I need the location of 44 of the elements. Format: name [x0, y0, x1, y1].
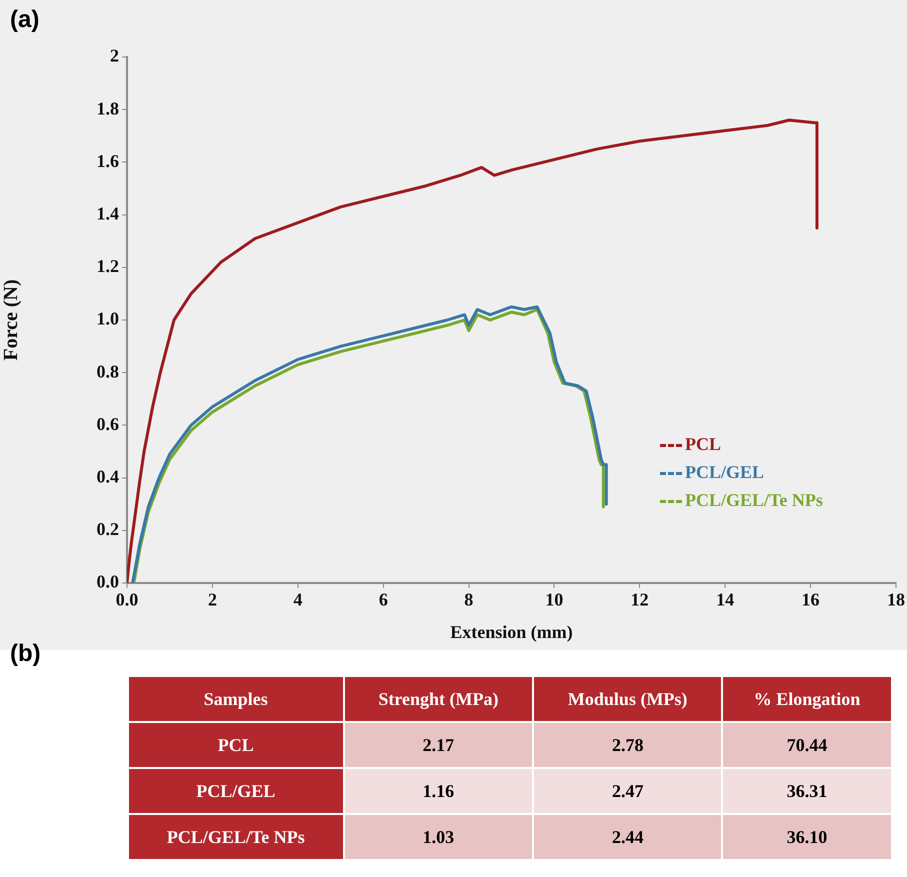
- text: (b): [10, 640, 41, 668]
- text: 2.44: [612, 826, 644, 846]
- y-tick-label: 1.0: [96, 308, 119, 329]
- x-tick-label: 12: [630, 589, 649, 610]
- x-tick-label: 10: [545, 589, 564, 610]
- text: 36.10: [786, 826, 828, 846]
- category-label: PCL: [218, 734, 254, 754]
- x-axis-title: Extension (mm): [450, 622, 573, 642]
- y-tick-label: 1.2: [96, 256, 119, 276]
- legend-label: PCL/GEL/Te NPs: [685, 490, 823, 510]
- y-tick-label: 1.6: [96, 150, 119, 171]
- x-tick-label: 8: [464, 589, 474, 610]
- x-tick-label: 0.0: [116, 589, 138, 610]
- y-tick-label: 0.0: [96, 572, 119, 592]
- category-label: Modulus (MPs): [533, 676, 722, 722]
- y-axis-title: Force (N): [0, 279, 22, 361]
- text: 36.31: [786, 780, 828, 800]
- y-tick-label: 0.4: [96, 466, 119, 486]
- legend-label: PCL/GEL: [685, 462, 764, 482]
- x-tick-label: 14: [716, 589, 734, 610]
- category-label: PCL/GEL/Te NPs: [166, 826, 305, 846]
- legend-label: PCL: [685, 434, 721, 454]
- x-tick-label: 4: [293, 589, 302, 610]
- y-tick-label: 0.2: [96, 519, 119, 540]
- y-tick-label: 1.8: [96, 98, 119, 118]
- y-tick-label: 0.8: [96, 361, 119, 382]
- category-label: Strenght (MPa): [344, 676, 534, 722]
- y-tick-label: 2: [110, 46, 119, 66]
- text: 70.44: [786, 734, 828, 754]
- x-tick-label: 6: [378, 589, 388, 610]
- y-tick-label: 1.4: [96, 203, 119, 224]
- text: 2.17: [422, 734, 454, 754]
- x-tick-label: 2: [208, 589, 217, 610]
- x-tick-label: 16: [802, 589, 820, 610]
- x-tick-label: 18: [887, 589, 905, 610]
- text: 2.47: [612, 780, 644, 800]
- y-tick-label: 0.6: [96, 414, 119, 434]
- chart-title: (a): [10, 6, 40, 34]
- category-label: % Elongation: [722, 676, 892, 722]
- text: 1.03: [422, 826, 454, 846]
- category-label: PCL/GEL: [196, 780, 276, 800]
- text: 1.16: [422, 780, 454, 800]
- text: 2.78: [612, 734, 644, 754]
- text: Samples: [128, 676, 344, 722]
